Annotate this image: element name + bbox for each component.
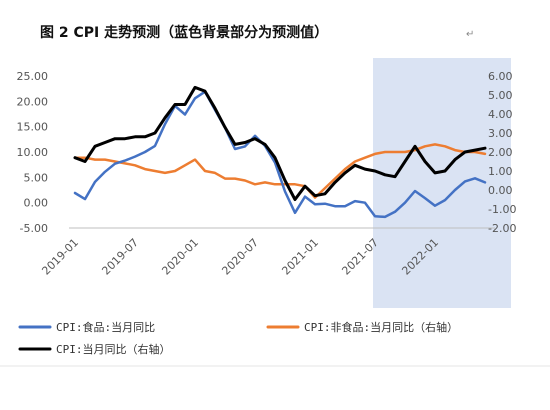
x-tick-label: 2019-01 xyxy=(39,236,81,278)
y-left-tick-label: 0.00 xyxy=(24,197,49,210)
forecast-region xyxy=(373,58,511,308)
legend-label: CPI:非食品:当月同比（右轴） xyxy=(304,320,458,334)
y-right-tick-label: 4.00 xyxy=(488,108,513,121)
x-tick-label: 2020-01 xyxy=(159,236,201,278)
y-left-tick-label: 5.00 xyxy=(24,171,49,184)
y-left-tick-label: 10.00 xyxy=(17,146,49,159)
y-left-tick-label: 15.00 xyxy=(17,121,49,134)
legend-label: CPI:食品:当月同比 xyxy=(56,320,155,334)
y-left-tick-label: -5.00 xyxy=(20,222,48,235)
y-right-tick-label: 2.00 xyxy=(488,146,513,159)
y-right-tick-label: 5.00 xyxy=(488,89,513,102)
y-right-tick-label: -1.00 xyxy=(488,203,516,216)
legend-label: CPI:当月同比（右轴） xyxy=(56,342,171,356)
forecast-region-layer xyxy=(373,58,511,308)
paragraph-mark: ↵ xyxy=(466,29,474,40)
y-right-tick-label: 0.00 xyxy=(488,184,513,197)
x-tick-label: 2021-01 xyxy=(279,236,321,278)
series-layer xyxy=(73,85,487,219)
y-right-tick-label: 6.00 xyxy=(488,70,513,83)
series-line-0 xyxy=(73,90,487,219)
y-right-tick-label: 1.00 xyxy=(488,165,513,178)
y-right-tick-label: -2.00 xyxy=(488,222,516,235)
chart-title: 图 2 CPI 走势预测（蓝色背景部分为预测值） xyxy=(40,24,328,41)
legend: CPI:食品:当月同比 CPI:非食品:当月同比（右轴） CPI:当月同比（右轴） xyxy=(18,320,458,356)
x-tick-label: 2020-07 xyxy=(219,236,261,278)
y-left-tick-label: 20.00 xyxy=(17,95,49,108)
y-right-tick-label: 3.00 xyxy=(488,127,513,140)
series-line-2 xyxy=(73,85,487,201)
y-left-tick-label: 25.00 xyxy=(17,70,49,83)
x-tick-label: 2019-07 xyxy=(99,236,141,278)
